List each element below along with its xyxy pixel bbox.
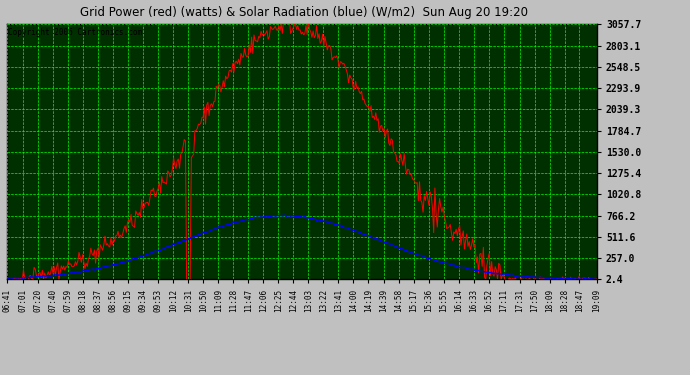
Text: Copyright 2006 Cartronics.com: Copyright 2006 Cartronics.com	[8, 28, 142, 37]
Text: Grid Power (red) (watts) & Solar Radiation (blue) (W/m2)  Sun Aug 20 19:20: Grid Power (red) (watts) & Solar Radiati…	[79, 6, 528, 19]
